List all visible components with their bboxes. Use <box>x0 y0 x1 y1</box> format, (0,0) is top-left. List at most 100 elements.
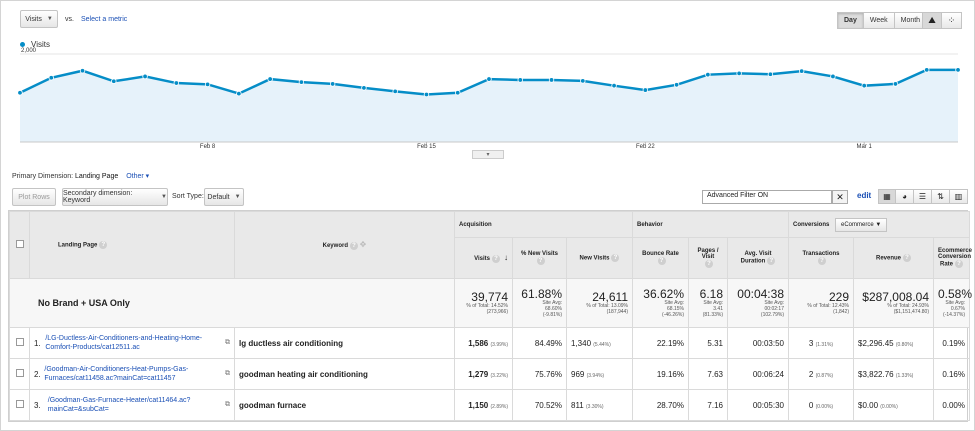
row-checkbox[interactable] <box>15 338 24 346</box>
new-visits-pct-cell: 70.52% <box>512 389 567 421</box>
table-toolbar: Plot Rows Secondary dimension: Keyword ▼ … <box>12 188 968 206</box>
sort-type-label: Sort Type: <box>172 193 204 200</box>
col-revenue[interactable]: Revenue? <box>853 237 934 279</box>
new-visits-cell: 811 (3.30%) <box>566 389 633 421</box>
visits-area <box>20 69 958 142</box>
comparison-icon[interactable]: ⇅ <box>932 189 950 204</box>
landing-page-cell: 2. /Goodman-Air-Conditioners-Heat-Pumps-… <box>29 358 235 390</box>
conversion-rate-cell: 0.19% <box>933 327 970 359</box>
col-new-visits-pct[interactable]: % New Visits? <box>512 237 567 279</box>
data-point <box>736 70 742 77</box>
chart-collapse-handle[interactable]: ▾ <box>472 150 504 159</box>
period-selector: Day Week Month <box>837 12 928 29</box>
col-bounce-rate[interactable]: Bounce Rate? <box>632 237 689 279</box>
data-point <box>236 90 242 97</box>
row-checkbox[interactable] <box>15 369 24 377</box>
select-metric-link[interactable]: Select a metric <box>81 16 128 23</box>
summary-revenue: $287,008.04% of Total: 24.93% ($1,151,474… <box>853 278 934 328</box>
chevron-down-icon: ▼ <box>46 16 53 22</box>
external-link-icon[interactable]: ⧉ <box>225 401 230 408</box>
data-point <box>204 81 211 88</box>
data-point <box>892 81 899 87</box>
avg-duration-cell: 00:03:50 <box>727 327 789 359</box>
landing-page-cell: 3. /Goodman-Gas-Furnace-Heater/cat11464.… <box>29 389 235 421</box>
bounce-rate-cell: 22.19% <box>632 327 689 359</box>
landing-page-table: Landing Page? Keyword? ✥ Acquisition Beh… <box>8 210 972 422</box>
period-day-button[interactable]: Day <box>837 12 864 29</box>
col-transactions[interactable]: Transactions? <box>788 237 854 279</box>
x-tick-label: Feb 15 <box>417 144 436 150</box>
col-avg-duration[interactable]: Avg. Visit Duration? <box>727 237 789 279</box>
data-point <box>111 78 117 84</box>
group-conversions: Conversions eCommerce ▼ <box>788 211 970 238</box>
move-icon[interactable]: ✥ <box>359 240 367 250</box>
legend-label: Visits <box>31 40 50 49</box>
keyword-cell: goodman furnace <box>234 389 455 421</box>
pivot-icon[interactable]: ▥ <box>950 189 968 204</box>
sort-desc-icon: ↓ <box>504 253 508 263</box>
legend-dot-icon <box>20 42 25 47</box>
metric-selector[interactable]: Visits ▼ <box>20 10 58 28</box>
summary-pages-visit: 6.18 Site Avg: 3.41 (81.33%) <box>688 278 728 328</box>
col-new-visits[interactable]: New Visits? <box>566 237 633 279</box>
other-dimension-link[interactable]: Other ▾ <box>126 173 150 180</box>
performance-icon[interactable]: ☰ <box>914 189 932 204</box>
plot-rows-button[interactable]: Plot Rows <box>12 188 56 206</box>
data-point <box>673 82 680 88</box>
col-keyword[interactable]: Keyword? ✥ <box>234 211 455 279</box>
secondary-dimension-dropdown[interactable]: Secondary dimension: Keyword ▼ <box>62 188 168 206</box>
landing-page-link[interactable]: /LG-Ductless-Air-Conditioners-and-Heatin… <box>45 335 203 351</box>
data-point <box>423 91 430 98</box>
landing-page-link[interactable]: /Goodman-Air-Conditioners-Heat-Pumps-Gas… <box>44 366 189 382</box>
help-icon: ? <box>349 241 358 250</box>
col-visits[interactable]: Visits? ↓ <box>454 237 513 279</box>
bounce-rate-cell: 28.70% <box>632 389 689 421</box>
conversion-goal-dropdown[interactable]: eCommerce ▼ <box>835 217 888 232</box>
external-link-icon[interactable]: ⧉ <box>225 370 230 377</box>
summary-avg-duration: 00:04:38 Site Avg: 00:02:17 (102.79%) <box>727 278 789 328</box>
x-tick-label: Feb 8 <box>200 144 216 150</box>
advanced-filter-input[interactable]: Advanced Filter ON <box>702 190 832 204</box>
pages-visit-cell: 7.16 <box>688 389 728 421</box>
data-point <box>580 78 586 84</box>
data-table-icon[interactable]: ▦ <box>878 189 896 204</box>
col-pages-visit[interactable]: Pages / Visit? <box>688 237 728 279</box>
bounce-rate-cell: 19.16% <box>632 358 689 390</box>
line-chart-icon[interactable]: ⛰ <box>922 12 942 29</box>
col-conversion-rate[interactable]: Ecommerce Conversion Rate? <box>933 237 972 279</box>
new-visits-pct-cell: 84.49% <box>512 327 567 359</box>
header-group-row: Landing Page? Keyword? ✥ Acquisition Beh… <box>9 211 970 279</box>
period-week-button[interactable]: Week <box>863 12 895 29</box>
pie-chart-icon[interactable]: ◕ <box>896 189 914 204</box>
external-link-icon[interactable]: ⧉ <box>225 339 230 346</box>
summary-new-visits: 24,611% of Total: 13.09% (187,944) <box>566 278 633 328</box>
help-icon: ? <box>818 257 826 265</box>
close-icon[interactable]: ✕ <box>832 190 848 204</box>
landing-page-link[interactable]: /Goodman-Gas-Furnace-Heater/cat11464.ac?… <box>47 397 191 413</box>
keyword-cell: goodman heating air conditioning <box>234 358 455 390</box>
row-checkbox[interactable] <box>15 400 24 408</box>
data-point <box>767 71 774 77</box>
new-visits-cell: 1,340 (5.44%) <box>566 327 633 359</box>
primary-dimension-value[interactable]: Landing Page <box>75 173 119 180</box>
data-point <box>486 76 492 82</box>
edit-filter-link[interactable]: edit <box>857 191 872 200</box>
chevron-down-icon: ▼ <box>234 194 241 200</box>
chart-type-selector: ⛰ ⁘ <box>922 12 962 29</box>
primary-dimension-label: Primary Dimension: <box>12 173 74 180</box>
data-point <box>361 85 367 91</box>
motion-chart-icon[interactable]: ⁘ <box>942 12 962 29</box>
group-acquisition: Acquisition <box>454 211 633 238</box>
data-point <box>642 87 649 93</box>
help-icon: ? <box>536 257 545 265</box>
select-all-checkbox[interactable] <box>15 240 24 248</box>
col-landing-page[interactable]: Landing Page? <box>29 211 235 279</box>
pages-visit-cell: 5.31 <box>688 327 728 359</box>
visits-cell: 1,279 (3.22%) <box>454 358 513 390</box>
revenue-cell: $3,822.76 (1.33%) <box>853 358 934 390</box>
sort-type-dropdown[interactable]: Default ▼ <box>204 188 244 206</box>
help-icon: ? <box>705 260 713 268</box>
conversion-rate-cell: 0.16% <box>933 358 970 390</box>
help-icon: ? <box>492 254 500 263</box>
